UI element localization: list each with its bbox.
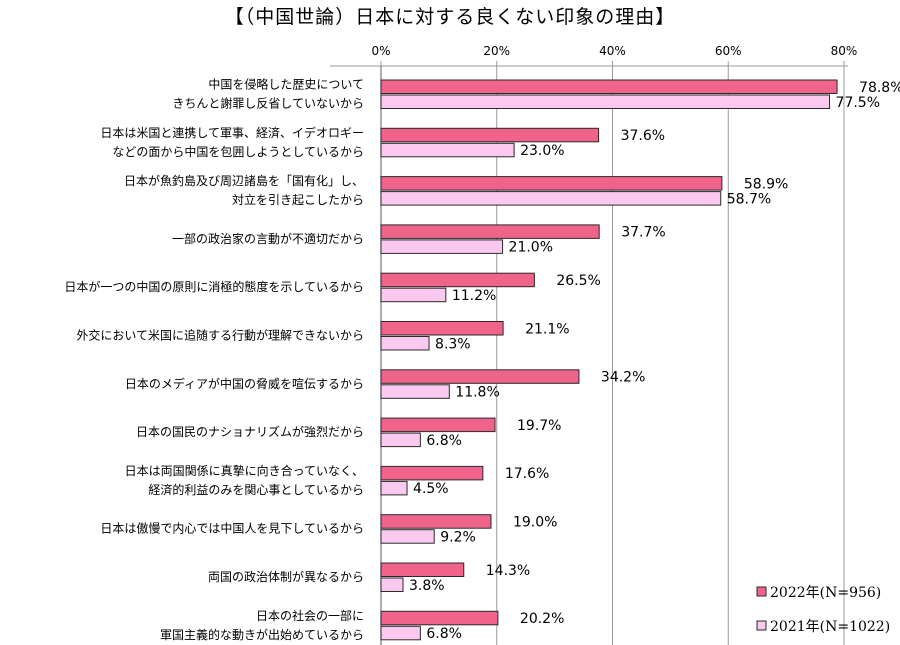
data-label: 9.2% <box>440 529 476 545</box>
category-label: 日本は傲慢で内心では中国人を見下しているから <box>100 521 364 536</box>
legend-label: 2021年(N=1022) <box>770 619 890 635</box>
data-label: 3.8% <box>409 578 445 594</box>
category-label: 日本の社会の一部に軍国主義的な動きが出始めているから <box>160 608 364 642</box>
bar-2022 <box>380 514 492 529</box>
data-label: 58.7% <box>727 191 771 207</box>
tick-label: 80% <box>831 44 858 58</box>
tick-label: 60% <box>715 44 742 58</box>
legend: 2022年(N=956) 2021年(N=1022) <box>756 585 890 635</box>
data-label: 78.8% <box>859 80 900 96</box>
data-label: 14.3% <box>486 563 530 579</box>
data-label: 17.6% <box>505 466 549 482</box>
data-label: 6.8% <box>426 626 462 642</box>
data-labels: 78.8% 37.6% 58.9% 37.7% 26.5% 21.1% 34.2% 19.7%… <box>409 80 900 642</box>
tick-label: 20% <box>483 44 510 58</box>
bar-2021 <box>380 336 430 351</box>
bar-2022 <box>380 417 496 433</box>
bars <box>380 79 838 641</box>
data-label: 37.7% <box>621 225 665 241</box>
data-label: 34.2% <box>601 370 645 386</box>
category-label: 日本の国民のナショナリズムが強烈だから <box>136 424 364 439</box>
category-label: 両国の政治体制が異なるから <box>208 569 364 584</box>
bar-2022 <box>380 369 580 384</box>
data-label: 37.6% <box>621 128 665 144</box>
data-label: 6.8% <box>426 433 462 449</box>
category-label: 中国を侵略した歴史についてきちんと謝罪し反省していないから <box>172 77 364 111</box>
data-label: 11.8% <box>455 385 499 401</box>
legend-label: 2022年(N=956) <box>770 585 881 601</box>
data-label: 77.5% <box>836 95 880 111</box>
data-label: 4.5% <box>413 481 449 497</box>
category-label: 日本は米国と連携して軍事、経済、イデオロギーなどの面から中国を包囲しようとしてい… <box>100 125 364 159</box>
data-label: 19.7% <box>517 418 561 434</box>
bar-2021 <box>380 432 421 448</box>
tick-label: 0% <box>371 44 390 58</box>
tick-label: 40% <box>599 44 626 58</box>
data-label: 8.3% <box>435 336 471 352</box>
category-label: 日本が魚釣島及び周辺諸島を「国有化」し、対立を引き起こしたから <box>124 173 364 207</box>
bar-2021 <box>380 191 722 206</box>
gridlines <box>330 61 848 645</box>
bar-2021 <box>380 239 504 254</box>
category-label: 日本のメディアが中国の脅威を喧伝するから <box>125 376 364 391</box>
bar-2022 <box>380 465 484 481</box>
bar-2021 <box>380 287 447 303</box>
chart-title: 【（中国世論）日本に対する良くない印象の理由】 <box>224 6 676 28</box>
data-label: 26.5% <box>556 273 600 289</box>
data-label: 21.0% <box>509 240 553 256</box>
bar-2021 <box>380 142 515 158</box>
data-label: 21.1% <box>525 321 569 337</box>
category-label: 日本は両国関係に真摯に向き合っていなく、経済的利益のみを関心事としているから <box>125 463 364 497</box>
bar-2022 <box>380 610 499 626</box>
bar-2021 <box>380 529 435 544</box>
data-label: 19.0% <box>513 514 557 530</box>
x-axis-ticks: 0% 20% 40% 60% 80% <box>371 44 857 58</box>
bar-2022 <box>380 79 838 94</box>
data-label: 20.2% <box>520 611 564 627</box>
data-label: 11.2% <box>452 288 496 304</box>
bar-2022 <box>380 321 504 336</box>
bar-2022 <box>380 176 723 191</box>
category-label: 一部の政治家の言動が不適切だから <box>172 231 364 246</box>
data-label: 58.9% <box>744 176 788 192</box>
bar-2022 <box>380 272 535 288</box>
bar-2022 <box>380 127 600 143</box>
legend-swatch <box>756 620 767 631</box>
category-labels: 中国を侵略した歴史についてきちんと謝罪し反省していないから日本は米国と連携して軍… <box>64 77 364 642</box>
category-label: 外交において米国に追随する行動が理解できないから <box>76 328 364 343</box>
bar-2021 <box>380 384 450 399</box>
legend-swatch <box>756 586 767 597</box>
category-label: 日本が一つの中国の原則に消極的態度を示しているから <box>64 279 364 294</box>
bar-2021 <box>380 480 408 496</box>
bar-2021 <box>380 94 831 109</box>
data-label: 23.0% <box>520 143 564 159</box>
bar-2021 <box>380 577 404 592</box>
bar-2022 <box>380 224 600 239</box>
bar-2021 <box>380 625 421 641</box>
bar-2022 <box>380 562 465 577</box>
